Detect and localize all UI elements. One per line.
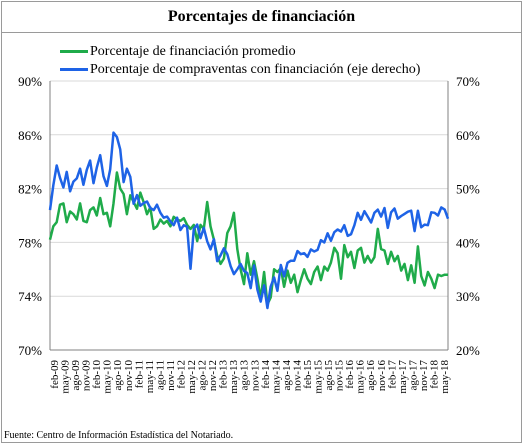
right-tick-label: 60%	[456, 128, 480, 143]
x-tick-label: nov-14	[291, 360, 303, 392]
x-tick-label: may-15	[313, 360, 325, 394]
chart-title: Porcentajes de financiación	[167, 8, 356, 25]
x-tick-label: may-17	[397, 360, 409, 394]
x-tick-label: may-10	[102, 360, 114, 394]
x-tick-label: nov-11	[165, 360, 177, 391]
title-bar: Porcentajes de financiación	[1, 1, 522, 33]
x-tick-label: may-12	[186, 360, 198, 394]
grid-lines	[50, 80, 448, 297]
left-tick-label: 70%	[18, 343, 42, 358]
right-tick-label: 50%	[456, 182, 480, 197]
x-tick-label: ago-16	[365, 360, 377, 391]
legend-item-financiacion-promedio: Porcentaje de financiación promedio	[60, 44, 296, 60]
series-lines	[48, 131, 450, 310]
source-note: Fuente: Centro de Información Estadístic…	[4, 430, 234, 441]
x-tick-label: may-14	[270, 360, 282, 394]
x-tick-label: feb-16	[344, 360, 356, 389]
x-tick-label: feb-18	[428, 360, 440, 389]
x-tick-label: feb-13	[218, 360, 230, 389]
legend-swatch-green	[60, 50, 88, 54]
right-tick-label: 70%	[456, 74, 480, 89]
x-tick-label: nov-16	[376, 360, 388, 392]
x-tick-label: feb-14	[260, 360, 272, 389]
series-line-compraventas	[48, 131, 450, 310]
x-tick-label: ago-09	[70, 360, 82, 391]
legend-swatch-blue	[60, 68, 88, 72]
x-tick-label: nov-15	[334, 360, 346, 392]
left-tick-label: 90%	[18, 74, 42, 89]
legend-item-compraventas: Porcentaje de compraventas con financiac…	[60, 62, 420, 78]
x-tick-label: may-16	[355, 360, 367, 394]
x-tick-label: nov-13	[249, 360, 261, 392]
x-tick-label: nov-12	[207, 360, 219, 391]
x-tick-label: may-09	[60, 360, 72, 394]
x-tick-label: may-18	[439, 360, 451, 394]
x-tick-label: ago-15	[323, 360, 335, 391]
left-tick-label: 74%	[18, 289, 42, 304]
x-tick-label: nov-10	[123, 360, 135, 392]
x-tick-label: may-11	[144, 360, 156, 393]
x-tick-label: feb-12	[175, 360, 187, 389]
tick-labels: 70% 74% 78% 82% 86% 90% 20% 30% 40% 50% 60% 70% feb-…	[18, 74, 480, 394]
left-tick-label: 78%	[18, 235, 42, 250]
right-tick-label: 40%	[456, 235, 480, 250]
x-tick-label: feb-17	[386, 360, 398, 389]
left-tick-label: 82%	[18, 182, 42, 197]
legend-label-financiacion-promedio: Porcentaje de financiación promedio	[90, 44, 296, 59]
x-tick-label: ago-13	[239, 360, 251, 391]
x-tick-label: ago-11	[154, 360, 166, 390]
right-tick-label: 20%	[456, 343, 480, 358]
x-tick-label: feb-10	[91, 360, 103, 389]
x-tick-label: ago-10	[112, 360, 124, 391]
axes	[49, 81, 449, 351]
x-tick-label: nov-09	[81, 360, 93, 392]
x-tick-label: ago-12	[197, 360, 209, 391]
left-tick-label: 86%	[18, 128, 42, 143]
x-tick-label: may-13	[228, 360, 240, 394]
x-tick-label: nov-17	[418, 360, 430, 392]
x-tick-label: feb-11	[133, 360, 145, 388]
legend-label-compraventas: Porcentaje de compraventas con financiac…	[90, 62, 421, 77]
series-line-financiacion-promedio	[48, 171, 448, 306]
x-tick-label: ago-14	[281, 360, 293, 391]
right-tick-label: 30%	[456, 289, 480, 304]
x-tick-label: ago-17	[407, 360, 419, 391]
x-tick-label: feb-09	[49, 360, 61, 389]
x-tick-label: feb-15	[302, 360, 314, 389]
